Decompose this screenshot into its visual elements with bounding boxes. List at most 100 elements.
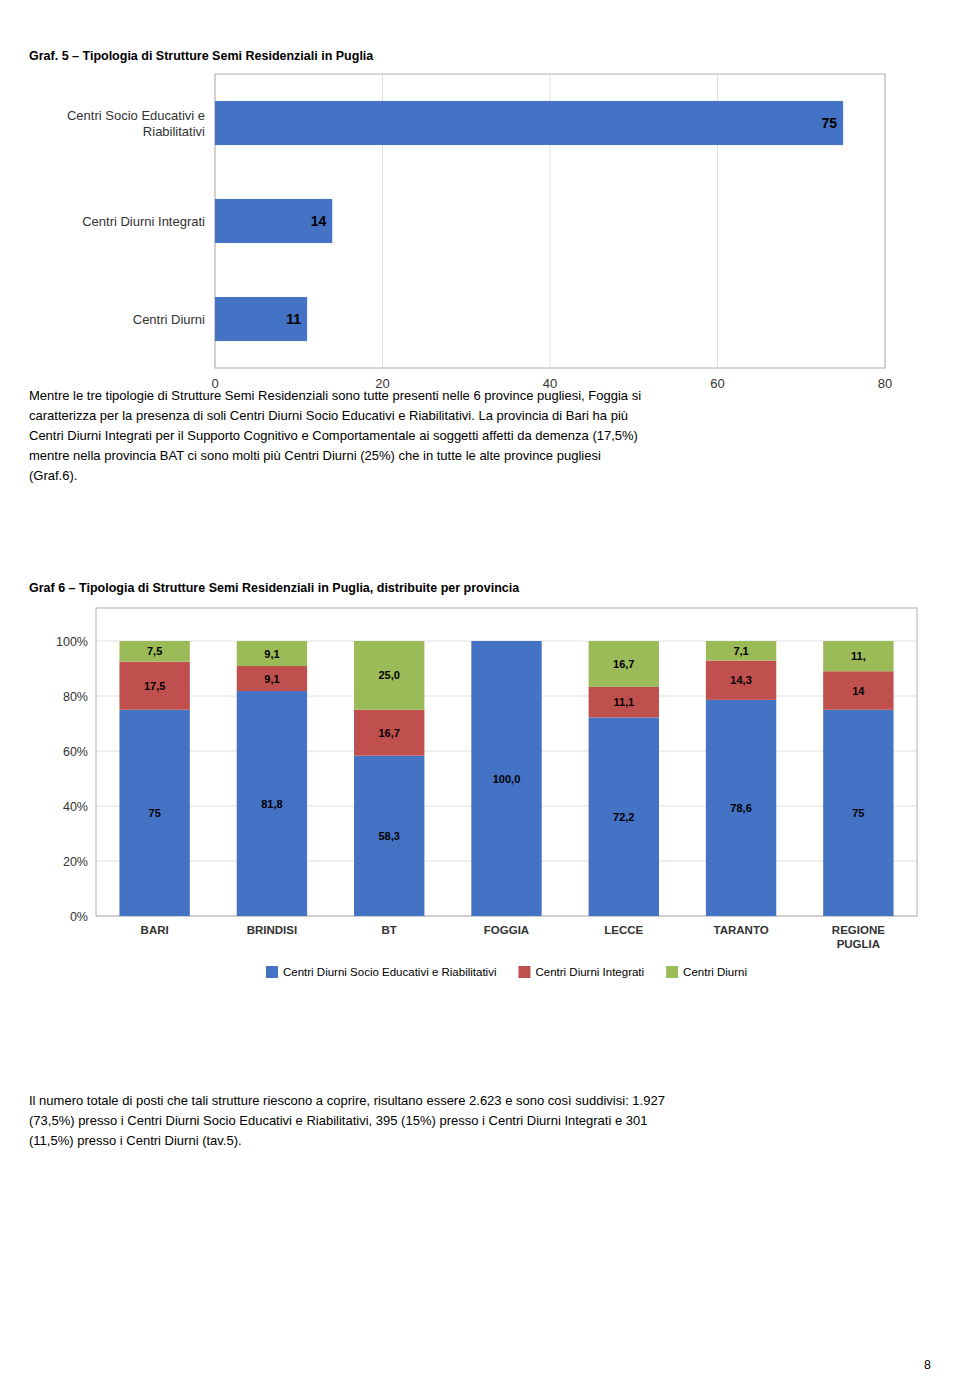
tick-label: 100% — [56, 635, 88, 649]
bar-segment — [237, 666, 307, 691]
category-label-line: Centri Diurni — [133, 312, 205, 327]
bars — [215, 101, 843, 341]
tick-label: 80% — [63, 690, 88, 704]
annotation-line: Il numero totale di posti che tali strut… — [29, 1093, 665, 1108]
legend-swatch — [666, 966, 678, 978]
tick-label: 40% — [63, 800, 88, 814]
tick-label: 20% — [63, 855, 88, 869]
annotation-line: (11,5%) presso i Centri Diurni (tav.5). — [29, 1133, 242, 1148]
category-label: BARI — [141, 924, 169, 936]
tick-label: 60% — [63, 745, 88, 759]
bar-segment — [354, 641, 424, 710]
tick-label: 60 — [710, 376, 724, 391]
tick-label: 80 — [878, 376, 892, 391]
data-label: 75 — [149, 807, 161, 819]
category-label-line: Centri Diurni Integrati — [82, 214, 205, 229]
data-label: 75 — [852, 807, 864, 819]
data-labels: 7517,57,581,89,19,158,316,725,0100,072,2… — [144, 645, 866, 842]
category-label-line: Centri Socio Educativi e — [67, 108, 205, 123]
data-label: 72,2 — [613, 811, 634, 823]
bar-segment — [354, 756, 424, 916]
chart: Graf. 5 – Tipologia di Strutture Semi Re… — [29, 49, 892, 483]
background — [0, 0, 960, 1386]
data-label: 14,3 — [730, 674, 751, 686]
bar-segment — [589, 687, 659, 718]
data-label: 11,1 — [613, 696, 634, 708]
legend-label: Centri Diurni — [683, 966, 747, 978]
bar-segment — [706, 661, 776, 700]
data-label: 7,5 — [147, 645, 162, 657]
category-label-line: REGIONE — [832, 924, 885, 936]
category-label: TARANTO — [713, 924, 768, 936]
bar-segment — [471, 641, 541, 916]
legend-item: Centri Diurni — [666, 966, 747, 978]
category-label-line: BARI — [141, 924, 169, 936]
legend-label: Centri Diurni Integrati — [535, 966, 644, 978]
annotation: Mentre le tre tipologie di Strutture Sem… — [29, 388, 641, 483]
annotation-line: (73,5%) presso i Centri Diurni Socio Edu… — [29, 1113, 648, 1128]
legend-swatch — [266, 966, 278, 978]
annotation-line: (Graf.6). — [29, 468, 77, 483]
bar-segment — [823, 641, 893, 671]
data-label: 16,7 — [613, 658, 634, 670]
category-label-line: PUGLIA — [837, 938, 880, 950]
category-label: Centri Diurni — [133, 312, 205, 327]
annotation-line: mentre nella provincia BAT ci sono molti… — [29, 448, 601, 463]
bar — [215, 297, 307, 341]
bar-segment — [471, 641, 541, 642]
data-label: 9,1 — [264, 673, 279, 685]
page: Graf. 5 – Tipologia di Strutture Semi Re… — [0, 0, 960, 1386]
annotation-line: caratterizza per la presenza di soli Cen… — [29, 408, 628, 423]
chart: Graf 6 – Tipologia di Strutture Semi Res… — [29, 581, 917, 1148]
data-label: 11, — [851, 650, 866, 662]
legend-item: Centri Diurni Socio Educativi e Riabilit… — [266, 966, 496, 978]
bar-segment — [119, 662, 189, 710]
data-label: 78,6 — [730, 802, 751, 814]
page-number: 8 — [924, 1358, 931, 1372]
category-label: LECCE — [604, 924, 643, 936]
data-label: 58,3 — [379, 830, 400, 842]
bars — [119, 641, 893, 916]
bar-segment — [706, 641, 776, 661]
bar — [215, 101, 843, 145]
plot-frame — [96, 608, 917, 916]
category-label-line: TARANTO — [713, 924, 768, 936]
category-label-line: LECCE — [604, 924, 643, 936]
bar-segment — [589, 717, 659, 916]
category-label-line: Riabilitativi — [143, 124, 205, 139]
annotation: Il numero totale di posti che tali strut… — [29, 1093, 665, 1148]
annotation-line: Centri Diurni Integrati per il Supporto … — [29, 428, 638, 443]
bar-segment — [823, 671, 893, 710]
category-label: FOGGIA — [484, 924, 529, 936]
data-label: 14 — [852, 685, 865, 697]
category-label: Centri Diurni Integrati — [82, 214, 205, 229]
legend-label: Centri Diurni Socio Educativi e Riabilit… — [283, 966, 496, 978]
bar-segment — [237, 691, 307, 916]
bar-segment — [237, 641, 307, 666]
legend-item: Centri Diurni Integrati — [518, 966, 644, 978]
category-label-line: BRINDISI — [247, 924, 297, 936]
data-label: 9,1 — [264, 648, 279, 660]
data-label: 75 — [822, 115, 838, 131]
chart-title: Graf 6 – Tipologia di Strutture Semi Res… — [29, 581, 520, 595]
data-label: 81,8 — [261, 798, 282, 810]
category-label: REGIONE PUGLIA — [832, 924, 885, 950]
annotation-line: Mentre le tre tipologie di Strutture Sem… — [29, 388, 641, 403]
legend: Centri Diurni Socio Educativi e Riabilit… — [266, 966, 747, 978]
plot-frame — [215, 74, 885, 368]
data-label: 17,5 — [144, 680, 165, 692]
category-label: BT — [382, 924, 397, 936]
data-label: 7,1 — [733, 645, 748, 657]
legend-swatch — [518, 966, 530, 978]
bar-segment — [471, 641, 541, 642]
data-label: 14 — [311, 213, 327, 229]
data-label: 25,0 — [379, 669, 400, 681]
category-label: BRINDISI — [247, 924, 297, 936]
bar-segment — [589, 641, 659, 687]
bar-segment — [823, 710, 893, 916]
tick-label: 0% — [70, 910, 88, 924]
bar-segment — [119, 641, 189, 662]
bar-segment — [706, 700, 776, 916]
category-label-line: FOGGIA — [484, 924, 529, 936]
data-label: 11 — [286, 311, 301, 327]
